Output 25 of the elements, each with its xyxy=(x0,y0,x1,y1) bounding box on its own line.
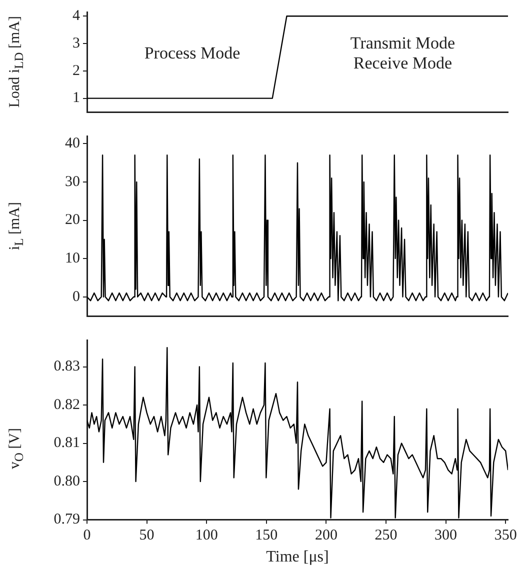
y-tick-label: 0.82 xyxy=(54,396,80,413)
y-tick-label: 0.80 xyxy=(54,473,80,490)
x-axis-title: Time [μs] xyxy=(266,548,329,566)
x-tick-label: 200 xyxy=(314,528,338,544)
x-tick-label: 150 xyxy=(255,528,278,544)
y-tick-label: 40 xyxy=(65,136,80,152)
x-tick-label: 0 xyxy=(83,528,91,544)
x-tick-label: 350 xyxy=(494,528,517,544)
x-tick-label: 300 xyxy=(434,528,458,544)
y-tick-label: 4 xyxy=(72,8,80,24)
y-tick-label: 3 xyxy=(72,35,80,52)
y-tick-label: 0.81 xyxy=(54,435,80,452)
annotation: Process Mode xyxy=(144,43,240,62)
y-tick-label: 0.83 xyxy=(54,358,80,375)
y-tick-label: 20 xyxy=(65,212,80,228)
y-tick-label: 1 xyxy=(72,90,80,106)
x-tick-label: 100 xyxy=(195,528,218,544)
annotation: Transmit Mode Receive Mode xyxy=(350,33,456,72)
x-tick-label: 50 xyxy=(139,528,154,544)
x-tick-label: 250 xyxy=(374,528,398,544)
y-tick-label: 2 xyxy=(72,62,80,79)
y-tick-label: 0.79 xyxy=(54,512,80,528)
y-tick-label: 10 xyxy=(65,250,80,266)
y-tick-label: 0 xyxy=(72,288,80,305)
y-tick-label: 30 xyxy=(65,174,80,190)
